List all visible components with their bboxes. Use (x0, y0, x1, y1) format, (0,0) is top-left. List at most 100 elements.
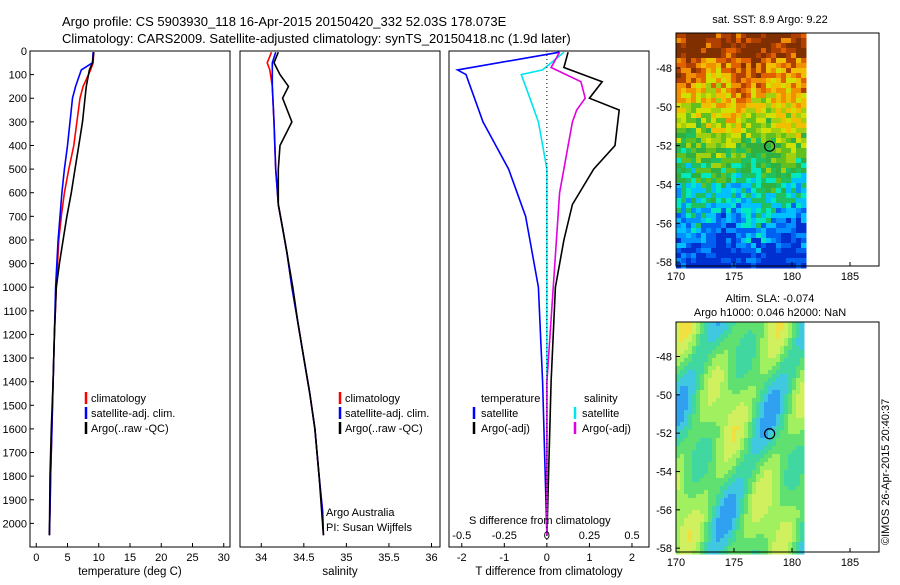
map-cell (692, 422, 697, 427)
map-cell (761, 98, 767, 104)
map-cell (728, 522, 733, 527)
map-cell (751, 198, 757, 204)
map-cell (751, 158, 757, 164)
map-cell (676, 430, 681, 435)
map-cell (764, 486, 769, 491)
map-cell (781, 58, 787, 64)
map-cell (801, 43, 807, 49)
map-cell (786, 123, 792, 129)
map-cell (680, 354, 685, 359)
map-cell (716, 358, 721, 363)
map-cell (691, 223, 697, 229)
map-cell (720, 410, 725, 415)
map-cell (732, 394, 737, 399)
map-cell (684, 418, 689, 423)
map-cell (691, 83, 697, 89)
map-cell (696, 338, 701, 343)
map-cell (781, 63, 787, 69)
map-cell (736, 103, 742, 109)
map-cell (686, 58, 692, 64)
map-cell (726, 88, 732, 94)
map-cell (800, 382, 805, 387)
map-cell (746, 228, 752, 234)
map-cell (796, 128, 802, 134)
map-cell (764, 370, 769, 375)
map-cell (716, 153, 722, 159)
map-cell (771, 78, 777, 84)
map-cell (716, 406, 721, 411)
map-cell (696, 143, 702, 149)
map-cell (708, 398, 713, 403)
map-cell (684, 522, 689, 527)
map-cell (676, 494, 681, 499)
map-cell (776, 83, 782, 89)
map-cell (792, 418, 797, 423)
map-cell (706, 203, 712, 209)
map-cell (696, 258, 702, 264)
map-cell (788, 538, 793, 543)
map-cell (771, 38, 777, 44)
map-cell (792, 462, 797, 467)
map-cell (800, 518, 805, 523)
map-cell (768, 446, 773, 451)
map-cell (796, 233, 802, 239)
map-cell (792, 454, 797, 459)
map-cell (686, 113, 692, 119)
map-cell (784, 486, 789, 491)
map-cell (796, 168, 802, 174)
map-cell (706, 103, 712, 109)
map-cell (680, 458, 685, 463)
map-cell (700, 478, 705, 483)
map-cell (686, 78, 692, 84)
map-cell (764, 462, 769, 467)
map-cell (740, 350, 745, 355)
map-cell (792, 538, 797, 543)
map-cell (706, 33, 712, 39)
map-cell (780, 322, 785, 327)
legend-label-s-satellite: satellite (582, 408, 619, 420)
map-cell (756, 322, 761, 327)
map-cell (801, 83, 807, 89)
map-cell (680, 494, 685, 499)
map-cell (776, 73, 782, 79)
map-cell (761, 88, 767, 94)
map-cell (781, 88, 787, 94)
legend-label-satellite: satellite-adj. clim. (91, 408, 175, 420)
map-cell (791, 73, 797, 79)
map-cell (676, 326, 681, 331)
map-cell (712, 330, 717, 335)
map-cell (741, 178, 747, 184)
map-cell (768, 490, 773, 495)
map-cell (764, 514, 769, 519)
map-cell (732, 354, 737, 359)
map-cell (788, 466, 793, 471)
salinity-plot: 34 34.5 35 35.5 36 (255, 51, 438, 564)
map-cell (791, 138, 797, 144)
map-cell (776, 163, 782, 169)
temperature-axis-label: temperature (deg C) (78, 566, 182, 578)
map-cell (701, 188, 707, 194)
map-cell (740, 370, 745, 375)
map-cell (701, 108, 707, 114)
map-cell (716, 410, 721, 415)
map-cell (680, 490, 685, 495)
map-cell (712, 354, 717, 359)
map-cell (796, 118, 802, 124)
map-cell (726, 83, 732, 89)
map-cell (746, 63, 752, 69)
map-cell (796, 33, 802, 39)
map-cell (728, 330, 733, 335)
map-cell (708, 422, 713, 427)
map-cell (788, 490, 793, 495)
map-cell (740, 378, 745, 383)
map-cell (788, 382, 793, 387)
map-cell (792, 426, 797, 431)
map-cell (796, 414, 801, 419)
sla-map-title-2: Argo h1000: 0.046 h2000: NaN (694, 307, 846, 319)
map-cell (681, 233, 687, 239)
map-cell (696, 458, 701, 463)
map-cell (716, 414, 721, 419)
map-cell (711, 163, 717, 169)
sla-map-frame (675, 321, 880, 553)
map-cell (791, 173, 797, 179)
